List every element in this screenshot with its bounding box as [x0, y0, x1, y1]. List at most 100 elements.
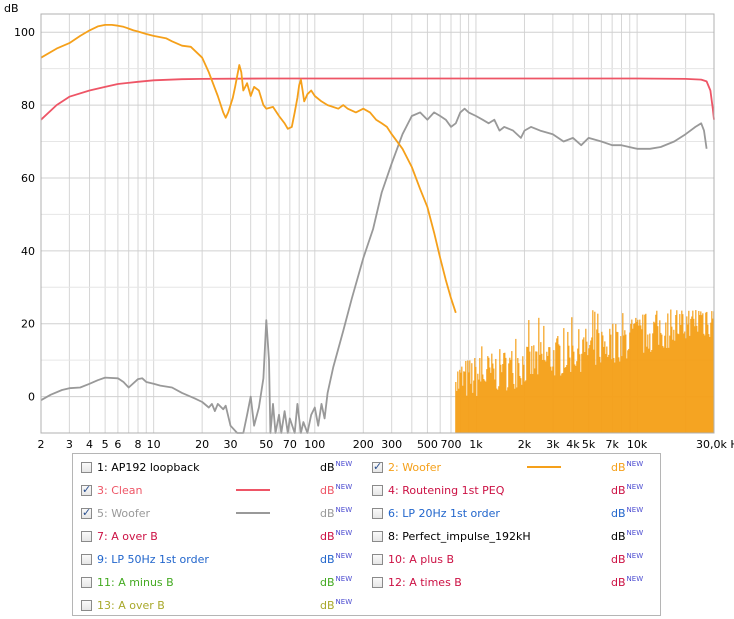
- x-tick-label: 10k: [627, 438, 648, 451]
- x-tick-label: 10: [147, 438, 161, 451]
- legend-checkbox[interactable]: [81, 461, 92, 473]
- legend-db-link[interactable]: dBNEW: [611, 460, 644, 474]
- legend-item[interactable]: 7: A over B: [81, 527, 158, 545]
- legend-checkbox[interactable]: [372, 484, 383, 496]
- legend-db-link[interactable]: dBNEW: [611, 483, 644, 497]
- legend-checkbox[interactable]: [81, 483, 92, 496]
- legend-item[interactable]: 1: AP192 loopback: [81, 458, 200, 476]
- legend-label: 13: A over B: [97, 598, 165, 612]
- x-tick-label: 4: [86, 438, 93, 451]
- legend-label: 9: LP 50Hz 1st order: [97, 552, 209, 566]
- legend-db-link[interactable]: dBNEW: [611, 506, 644, 520]
- legend-db-link[interactable]: dBNEW: [320, 483, 353, 497]
- x-tick-label: 8: [135, 438, 142, 451]
- legend-item[interactable]: 3: Clean: [81, 481, 142, 499]
- legend-db-link[interactable]: dBNEW: [611, 529, 644, 543]
- x-tick-label: 3k: [546, 438, 560, 451]
- legend-label: 7: A over B: [97, 529, 158, 543]
- legend-item[interactable]: 9: LP 50Hz 1st order: [81, 550, 209, 568]
- legend-item[interactable]: 10: A plus B: [372, 550, 454, 568]
- new-badge: NEW: [335, 460, 353, 468]
- legend-db-link[interactable]: dBNEW: [320, 598, 353, 612]
- y-tick-label: 40: [21, 245, 35, 258]
- legend-item[interactable]: 13: A over B: [81, 596, 165, 614]
- legend-label: 1: AP192 loopback: [97, 460, 200, 474]
- legend-swatch: [236, 512, 270, 514]
- x-tick-label: 5: [102, 438, 109, 451]
- x-axis-ticks: 2 3 4 5 6 8 10 20 30 50 70 100 200 300 500 700 1k 2k 3k 4k 5…: [38, 438, 734, 451]
- new-badge: NEW: [335, 552, 353, 560]
- legend-checkbox[interactable]: [372, 530, 383, 542]
- legend-checkbox[interactable]: [81, 530, 92, 542]
- legend-checkbox[interactable]: [81, 506, 92, 519]
- legend-label: 12: A times B: [388, 575, 462, 589]
- x-tick-label: 2: [38, 438, 45, 451]
- x-tick-label: 3: [66, 438, 73, 451]
- plot-frame: [40, 13, 715, 434]
- x-tick-label: 30: [224, 438, 238, 451]
- series-line-5-woofer: [40, 107, 708, 434]
- legend-db-link[interactable]: dBNEW: [320, 529, 353, 543]
- legend-checkbox[interactable]: [372, 460, 383, 473]
- x-tick-label: 50: [259, 438, 273, 451]
- y-axis-label: dB: [4, 2, 19, 15]
- legend-label: 10: A plus B: [388, 552, 455, 566]
- frequency-response-chart: dB 2 3 4 5 6 8 10 20 30 50 70 100 200 300 500 700 1k 2k 3k…: [4, 2, 734, 451]
- legend-label: 8: Perfect_impulse_192kH: [388, 529, 531, 543]
- legend-checkbox[interactable]: [81, 553, 92, 565]
- x-tick-label: 7k: [605, 438, 619, 451]
- x-tick-label: 70: [283, 438, 297, 451]
- legend-checkbox[interactable]: [81, 599, 92, 611]
- new-badge: NEW: [335, 598, 353, 606]
- legend-item[interactable]: 12: A times B: [372, 573, 462, 591]
- legend-db-link[interactable]: dBNEW: [611, 575, 644, 589]
- legend-swatch: [236, 489, 270, 491]
- x-tick-label: 4k: [566, 438, 580, 451]
- series-line-3-clean: [40, 77, 715, 121]
- x-tick-label: 30,0k Hz: [696, 438, 734, 451]
- y-tick-label: 20: [21, 318, 35, 331]
- legend-label: 6: LP 20Hz 1st order: [388, 506, 500, 520]
- y-tick-label: 100: [14, 26, 35, 39]
- legend-label: 3: Clean: [97, 483, 143, 497]
- legend-item[interactable]: 6: LP 20Hz 1st order: [372, 504, 500, 522]
- legend-label: 11: A minus B: [97, 575, 174, 589]
- x-tick-label: 700: [440, 438, 461, 451]
- y-tick-label: 80: [21, 99, 35, 112]
- legend-item[interactable]: 4: Routening 1st PEQ: [372, 481, 504, 499]
- x-tick-label: 100: [304, 438, 325, 451]
- new-badge: NEW: [626, 506, 644, 514]
- legend-checkbox[interactable]: [372, 507, 383, 519]
- x-tick-label: 1k: [469, 438, 483, 451]
- legend-db-link[interactable]: dBNEW: [611, 552, 644, 566]
- legend-checkbox[interactable]: [81, 576, 92, 588]
- x-tick-label: 200: [353, 438, 374, 451]
- x-tick-label: 300: [381, 438, 402, 451]
- legend-item[interactable]: 5: Woofer: [81, 504, 150, 522]
- legend-item[interactable]: 11: A minus B: [81, 573, 174, 591]
- new-badge: NEW: [626, 552, 644, 560]
- legend-db-link[interactable]: dBNEW: [320, 506, 353, 520]
- woofer-noise-fill: [455, 309, 715, 433]
- legend-swatch: [527, 466, 561, 468]
- chart-series: [40, 24, 715, 434]
- legend-db-link[interactable]: dBNEW: [320, 460, 353, 474]
- x-tick-label: 5k: [582, 438, 596, 451]
- series-line-2-woofer: [40, 24, 457, 314]
- new-badge: NEW: [626, 483, 644, 491]
- legend-label: 5: Woofer: [97, 506, 151, 520]
- x-tick-label: 500: [417, 438, 438, 451]
- legend-checkbox[interactable]: [372, 576, 383, 588]
- new-badge: NEW: [335, 506, 353, 514]
- legend-db-link[interactable]: dBNEW: [320, 552, 353, 566]
- legend-checkbox[interactable]: [372, 553, 383, 565]
- legend-label: 2: Woofer: [388, 460, 442, 474]
- legend-item[interactable]: 8: Perfect_impulse_192kH: [372, 527, 531, 545]
- x-tick-label: 20: [195, 438, 209, 451]
- x-tick-label: 6: [114, 438, 121, 451]
- x-tick-label: 2k: [518, 438, 532, 451]
- new-badge: NEW: [335, 575, 353, 583]
- legend-item[interactable]: 2: Woofer: [372, 458, 441, 476]
- legend-db-link[interactable]: dBNEW: [320, 575, 353, 589]
- legend-label: 4: Routening 1st PEQ: [388, 483, 505, 497]
